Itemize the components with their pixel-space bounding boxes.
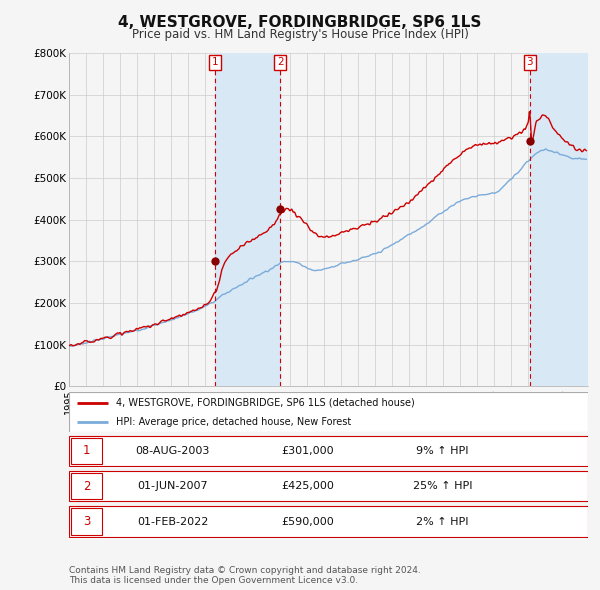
- Text: 3: 3: [83, 515, 91, 528]
- Bar: [215, 53, 280, 386]
- FancyBboxPatch shape: [71, 438, 102, 464]
- Bar: [530, 53, 588, 386]
- Text: 3: 3: [526, 57, 533, 67]
- Text: 2: 2: [277, 57, 284, 67]
- FancyBboxPatch shape: [69, 506, 588, 537]
- Text: 9% ↑ HPI: 9% ↑ HPI: [416, 446, 469, 455]
- Text: 01-FEB-2022: 01-FEB-2022: [137, 517, 208, 526]
- FancyBboxPatch shape: [69, 435, 588, 466]
- Text: 1: 1: [83, 444, 91, 457]
- FancyBboxPatch shape: [69, 392, 588, 432]
- FancyBboxPatch shape: [69, 471, 588, 502]
- Text: 4, WESTGROVE, FORDINGBRIDGE, SP6 1LS: 4, WESTGROVE, FORDINGBRIDGE, SP6 1LS: [118, 15, 482, 30]
- FancyBboxPatch shape: [71, 509, 102, 535]
- Text: 08-AUG-2003: 08-AUG-2003: [136, 446, 210, 455]
- Text: Price paid vs. HM Land Registry's House Price Index (HPI): Price paid vs. HM Land Registry's House …: [131, 28, 469, 41]
- Text: 4, WESTGROVE, FORDINGBRIDGE, SP6 1LS (detached house): 4, WESTGROVE, FORDINGBRIDGE, SP6 1LS (de…: [116, 398, 415, 408]
- Text: 1: 1: [212, 57, 218, 67]
- Text: Contains HM Land Registry data © Crown copyright and database right 2024.
This d: Contains HM Land Registry data © Crown c…: [69, 566, 421, 585]
- Text: £590,000: £590,000: [281, 517, 334, 526]
- Text: HPI: Average price, detached house, New Forest: HPI: Average price, detached house, New …: [116, 417, 351, 427]
- Text: 01-JUN-2007: 01-JUN-2007: [137, 481, 208, 491]
- Text: £301,000: £301,000: [281, 446, 334, 455]
- Text: 2% ↑ HPI: 2% ↑ HPI: [416, 517, 469, 526]
- Text: 25% ↑ HPI: 25% ↑ HPI: [413, 481, 472, 491]
- FancyBboxPatch shape: [71, 473, 102, 499]
- Text: 2: 2: [83, 480, 91, 493]
- Text: £425,000: £425,000: [281, 481, 334, 491]
